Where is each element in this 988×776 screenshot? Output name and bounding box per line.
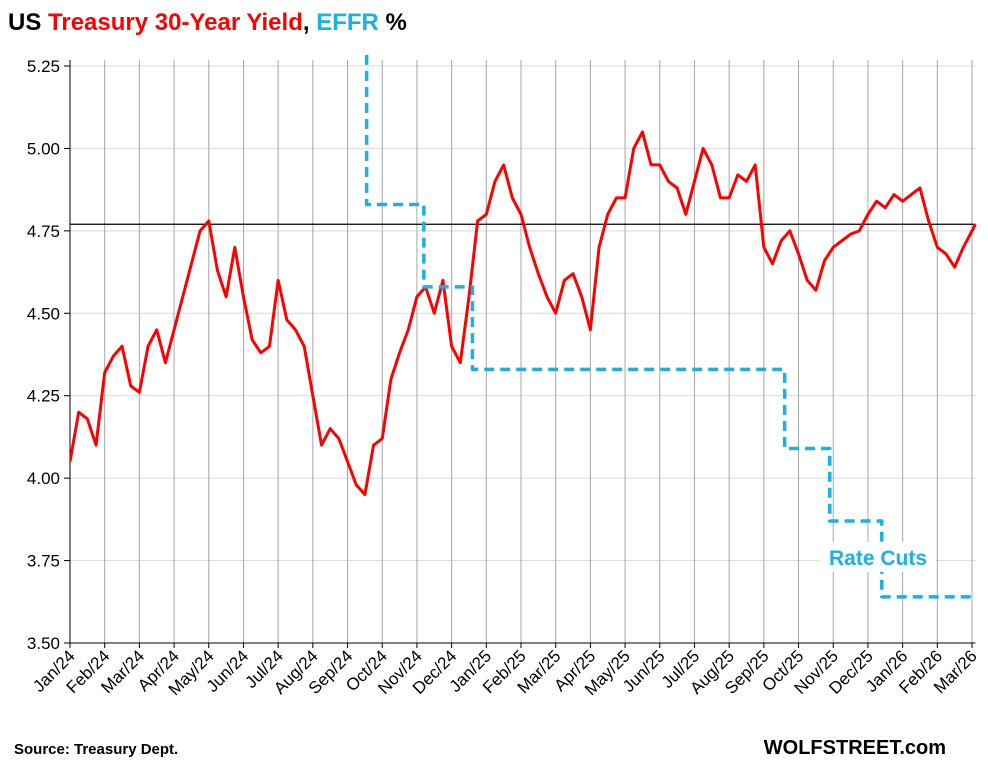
title-series-1: Treasury 30-Year Yield	[48, 9, 303, 36]
annotation: Rate Cuts	[829, 547, 927, 570]
title-series-2: EFFR	[316, 9, 379, 36]
y-tick-label: 4.75	[27, 222, 60, 241]
y-tick-label: 3.75	[27, 552, 60, 571]
source: Source: Treasury Dept.	[14, 741, 178, 758]
watermark: WOLFSTREET.com	[764, 737, 946, 759]
title-suffix: %	[386, 9, 407, 36]
annotation-bg	[820, 542, 936, 572]
y-tick-label: 4.50	[27, 304, 60, 323]
title-separator: ,	[303, 9, 310, 36]
y-tick-label: 4.00	[27, 469, 60, 488]
chart-title: US Treasury 30-Year Yield, EFFR %	[8, 9, 407, 36]
y-tick-label: 5.25	[27, 57, 60, 76]
y-tick-label: 4.25	[27, 387, 60, 406]
line	[70, 130, 977, 497]
title-prefix: US	[8, 9, 41, 36]
plot-area	[70, 52, 977, 599]
y-tick-label: 5.00	[27, 139, 60, 158]
y-tick-label: 3.50	[27, 634, 60, 653]
step-line	[364, 52, 976, 599]
